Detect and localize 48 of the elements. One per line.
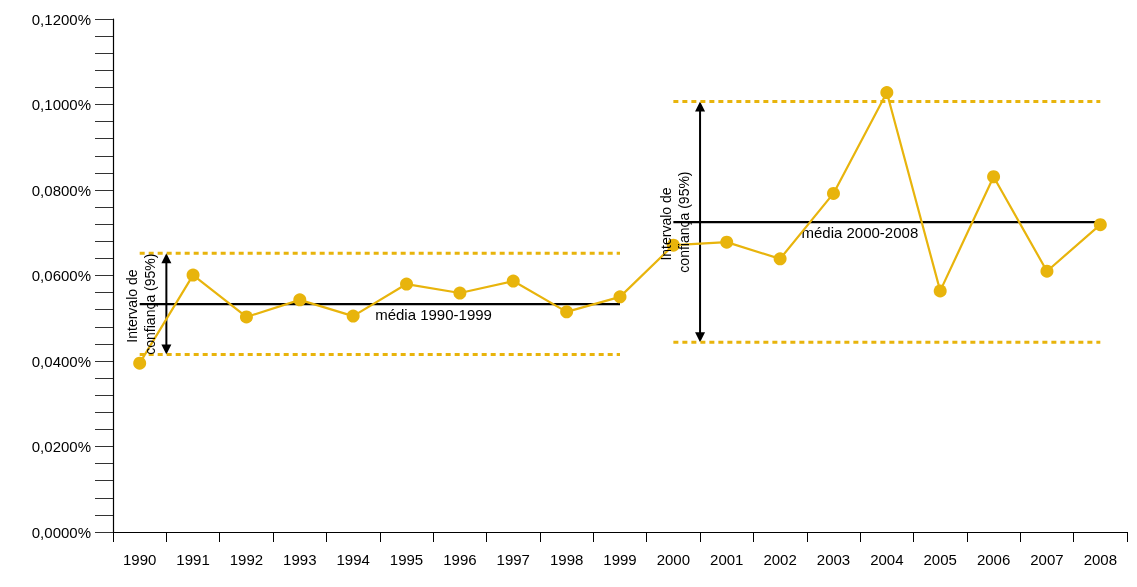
x-tick-label: 2008 <box>1083 551 1117 568</box>
y-tick-label: 0,0800% <box>31 181 91 199</box>
point <box>560 305 574 319</box>
point <box>453 286 467 300</box>
point <box>987 170 1001 184</box>
x-tick-label: 1992 <box>229 551 264 568</box>
point <box>933 284 947 298</box>
point <box>1093 218 1107 232</box>
x-tick-label: 2003 <box>816 551 851 568</box>
y-tick-label: 0,0200% <box>31 438 91 455</box>
x-tick-label: 2006 <box>976 551 1011 568</box>
x-tick-label: 1993 <box>283 551 317 568</box>
annotation: Intervalo de confiança (95%) <box>124 253 159 355</box>
x-tick-label: 2001 <box>710 551 744 568</box>
x-tick-label: 1999 <box>603 551 637 568</box>
y-tick-label: 0,1200% <box>31 10 91 28</box>
x-tick-label: 2000 <box>656 551 691 568</box>
point <box>773 252 787 266</box>
x-tick-label: 1990 <box>123 551 157 568</box>
x-tick-label: 1998 <box>549 551 584 568</box>
point <box>1040 264 1054 278</box>
x-tick-label: 2005 <box>923 551 957 568</box>
x-tick-label: 2004 <box>870 551 904 568</box>
x-tick-label: 1997 <box>496 551 530 568</box>
point <box>133 356 147 370</box>
series-label: média 1990-1999 <box>375 306 492 324</box>
annotation: Intervalo de confiança (95%) <box>658 171 693 273</box>
x-tick-label: 1996 <box>443 551 477 568</box>
point <box>239 310 253 324</box>
point <box>293 293 307 307</box>
point <box>613 290 627 304</box>
y-tick-label: 0,0000% <box>31 523 91 541</box>
x-tick-label: 1995 <box>389 551 424 568</box>
point <box>720 235 734 249</box>
point <box>186 268 200 282</box>
series-label: média 2000-2008 <box>801 224 919 242</box>
point <box>400 277 414 291</box>
x-tick-label: 2002 <box>763 551 797 568</box>
point <box>346 309 360 323</box>
x-tick-label: 1994 <box>336 551 370 568</box>
x-tick-label: 1991 <box>176 551 210 568</box>
point <box>826 186 840 200</box>
x-tick-label: 2007 <box>1030 551 1064 568</box>
point <box>506 274 520 288</box>
y-tick-label: 0,0400% <box>31 352 91 370</box>
point <box>880 86 894 100</box>
y-tick-label: 0,1000% <box>31 96 91 113</box>
y-tick-label: 0,0600% <box>31 267 91 284</box>
